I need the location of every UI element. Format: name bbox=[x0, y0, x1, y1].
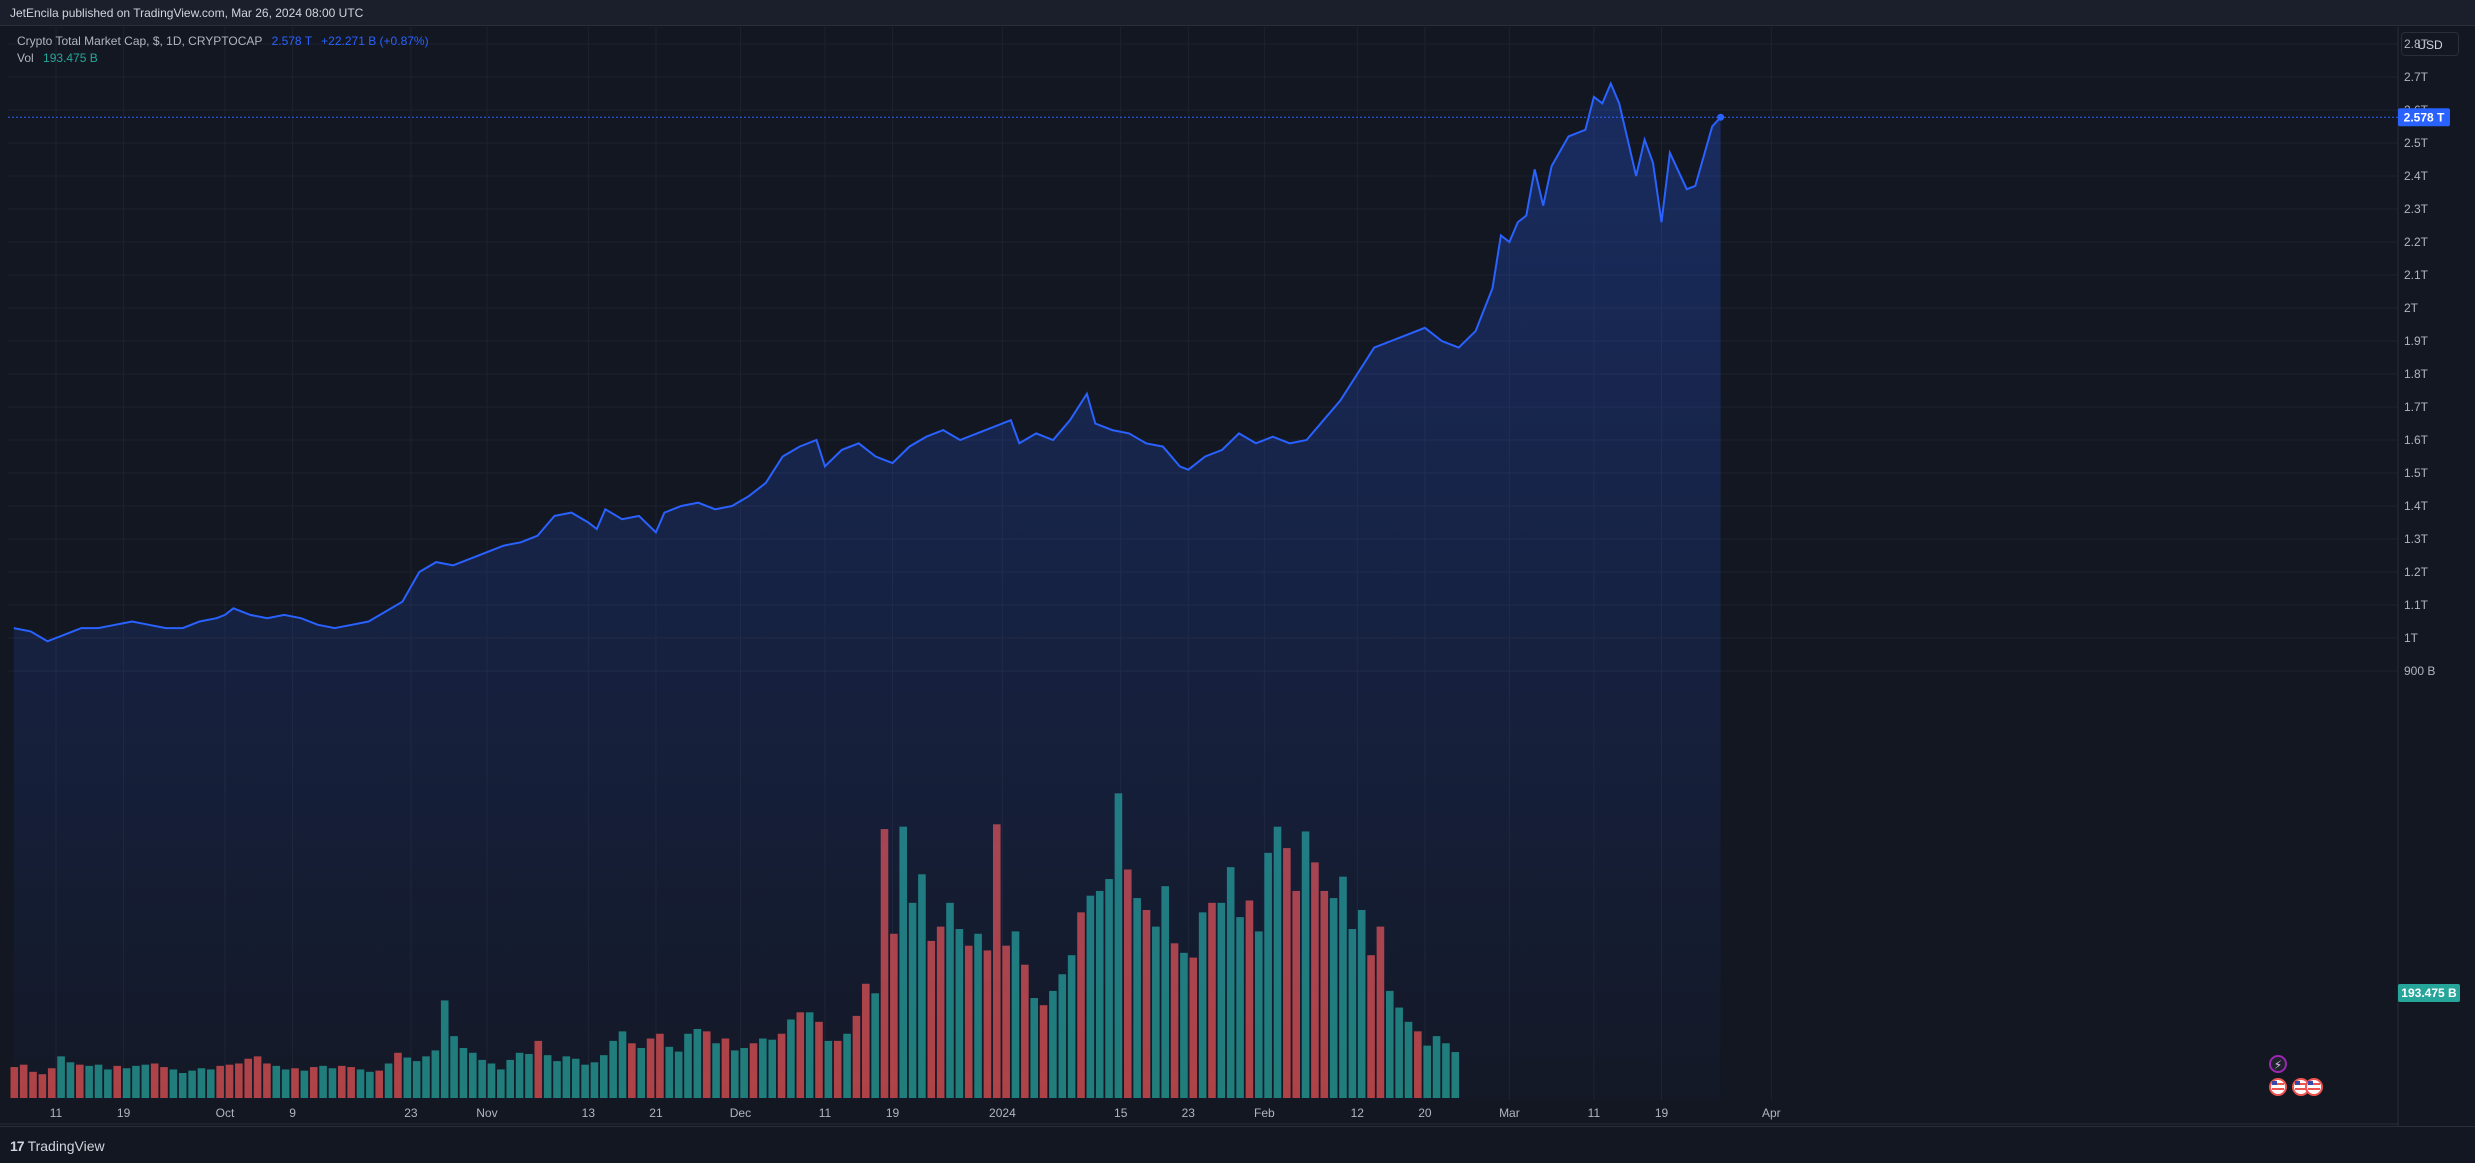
price-tick-label: 1.5T bbox=[2404, 466, 2429, 480]
price-tick-label: 2.4T bbox=[2404, 169, 2429, 183]
us-flag-stripe bbox=[2272, 1088, 2284, 1090]
tradingview-brand: TradingView bbox=[27, 1138, 105, 1154]
price-tick-label: 1T bbox=[2404, 631, 2419, 645]
time-tick-label: 23 bbox=[404, 1106, 418, 1120]
volume-badge-label: 193.475 B bbox=[2401, 986, 2457, 1000]
us-flag-stripe bbox=[2295, 1083, 2307, 1085]
price-badge bbox=[2398, 108, 2450, 127]
time-tick-label: Oct bbox=[216, 1106, 235, 1120]
time-tick-label: 11 bbox=[1588, 1106, 1601, 1120]
volume-badge bbox=[2398, 984, 2460, 1002]
time-tick-label: 15 bbox=[1114, 1106, 1128, 1120]
time-axis[interactable]: 11 19 Oct 9 23 Nov 13 21 Dec 11 19 2024 15 23 Feb 12 20 M… bbox=[50, 1106, 1781, 1120]
time-tick-label: Apr bbox=[1762, 1106, 1781, 1120]
price-chart[interactable]: 2.8T2.7T2.6T2.5T2.4T2.3T2.2T2.1T2T1.9T1.… bbox=[0, 0, 2475, 1126]
price-tick-label: 1.8T bbox=[2404, 367, 2429, 381]
footer-bar: 17 TradingView bbox=[0, 1126, 2475, 1163]
legend-volume-row[interactable]: Vol 193.475 B bbox=[17, 50, 429, 67]
price-tick-label: 900 B bbox=[2404, 664, 2435, 678]
us-flag-canton bbox=[2295, 1081, 2300, 1085]
price-tick-label: 1.3T bbox=[2404, 532, 2429, 546]
price-tick-label: 2.1T bbox=[2404, 268, 2429, 282]
legend-symbol-row[interactable]: Crypto Total Market Cap, $, 1D, CRYPTOCA… bbox=[17, 33, 429, 50]
us-flag-stripe bbox=[2295, 1088, 2307, 1090]
tradingview-mark-icon: 17 bbox=[10, 1138, 25, 1154]
time-tick-label: Dec bbox=[730, 1106, 751, 1120]
price-line bbox=[13, 81, 1722, 643]
time-tick-label: Feb bbox=[1254, 1106, 1275, 1120]
time-tick-label: 20 bbox=[1418, 1106, 1432, 1120]
price-tick-label: 1.9T bbox=[2404, 334, 2429, 348]
us-flag-stripe bbox=[2308, 1083, 2320, 1085]
legend-symbol: Crypto Total Market Cap, $, 1D, CRYPTOCA… bbox=[17, 34, 263, 48]
time-tick-label: 9 bbox=[289, 1106, 296, 1120]
chart-legend: Crypto Total Market Cap, $, 1D, CRYPTOCA… bbox=[17, 33, 429, 67]
price-tick-label: 2T bbox=[2404, 301, 2419, 315]
time-tick-label: 11 bbox=[819, 1106, 832, 1120]
lightning-event-glyph: ⚡ bbox=[2274, 1058, 2282, 1072]
time-tick-label: 23 bbox=[1182, 1106, 1196, 1120]
time-tick-label: 12 bbox=[1351, 1106, 1365, 1120]
price-tick-label: 2.7T bbox=[2404, 70, 2429, 84]
time-tick-label: Mar bbox=[1499, 1106, 1520, 1120]
price-tick-label: 2.3T bbox=[2404, 202, 2429, 216]
axis-badges: 2.578 T 193.475 B bbox=[2398, 108, 2460, 1002]
publish-info-bar: JetEncila published on TradingView.com, … bbox=[0, 0, 2475, 26]
price-tick-label: 2.5T bbox=[2404, 136, 2429, 150]
time-tick-label: 13 bbox=[582, 1106, 596, 1120]
us-flag-canton bbox=[2308, 1081, 2313, 1085]
legend-vol-value: 193.475 B bbox=[43, 51, 98, 65]
event-markers[interactable]: ⚡ bbox=[1717, 113, 2323, 1096]
tradingview-logo[interactable]: 17 TradingView bbox=[10, 1138, 105, 1154]
currency-button[interactable]: USD bbox=[2401, 32, 2459, 56]
time-tick-label: 19 bbox=[886, 1106, 900, 1120]
time-tick-label: 21 bbox=[649, 1106, 663, 1120]
us-flag-stripe bbox=[2308, 1088, 2320, 1090]
legend-vol-label: Vol bbox=[17, 51, 34, 65]
price-area-fill bbox=[13, 83, 1721, 1101]
price-tick-label: 1.6T bbox=[2404, 433, 2429, 447]
publish-info-text: JetEncila published on TradingView.com, … bbox=[10, 6, 364, 20]
price-tick-label: 1.7T bbox=[2404, 400, 2429, 414]
price-axis[interactable]: 2.8T2.7T2.6T2.5T2.4T2.3T2.2T2.1T2T1.9T1.… bbox=[2404, 37, 2435, 678]
price-tick-label: 1.1T bbox=[2404, 598, 2429, 612]
price-tick-label: 1.2T bbox=[2404, 565, 2429, 579]
last-price-dot bbox=[1717, 113, 1725, 121]
us-flag-canton bbox=[2272, 1081, 2277, 1085]
legend-change: +22.271 B (+0.87%) bbox=[321, 34, 429, 48]
lightning-event-icon bbox=[2269, 1055, 2287, 1073]
price-tick-label: 1.4T bbox=[2404, 499, 2429, 513]
price-badge-label: 2.578 T bbox=[2404, 110, 2445, 124]
us-flag-stripe bbox=[2272, 1083, 2284, 1085]
time-tick-label: 19 bbox=[1655, 1106, 1669, 1120]
time-tick-label: 11 bbox=[50, 1106, 63, 1120]
time-tick-label: Nov bbox=[476, 1106, 497, 1120]
legend-last-value: 2.578 T bbox=[271, 34, 312, 48]
price-tick-label: 2.2T bbox=[2404, 235, 2429, 249]
price-tick-label: 2.8T bbox=[2404, 37, 2429, 51]
time-tick-label: 19 bbox=[117, 1106, 131, 1120]
time-tick-label: 2024 bbox=[989, 1106, 1016, 1120]
